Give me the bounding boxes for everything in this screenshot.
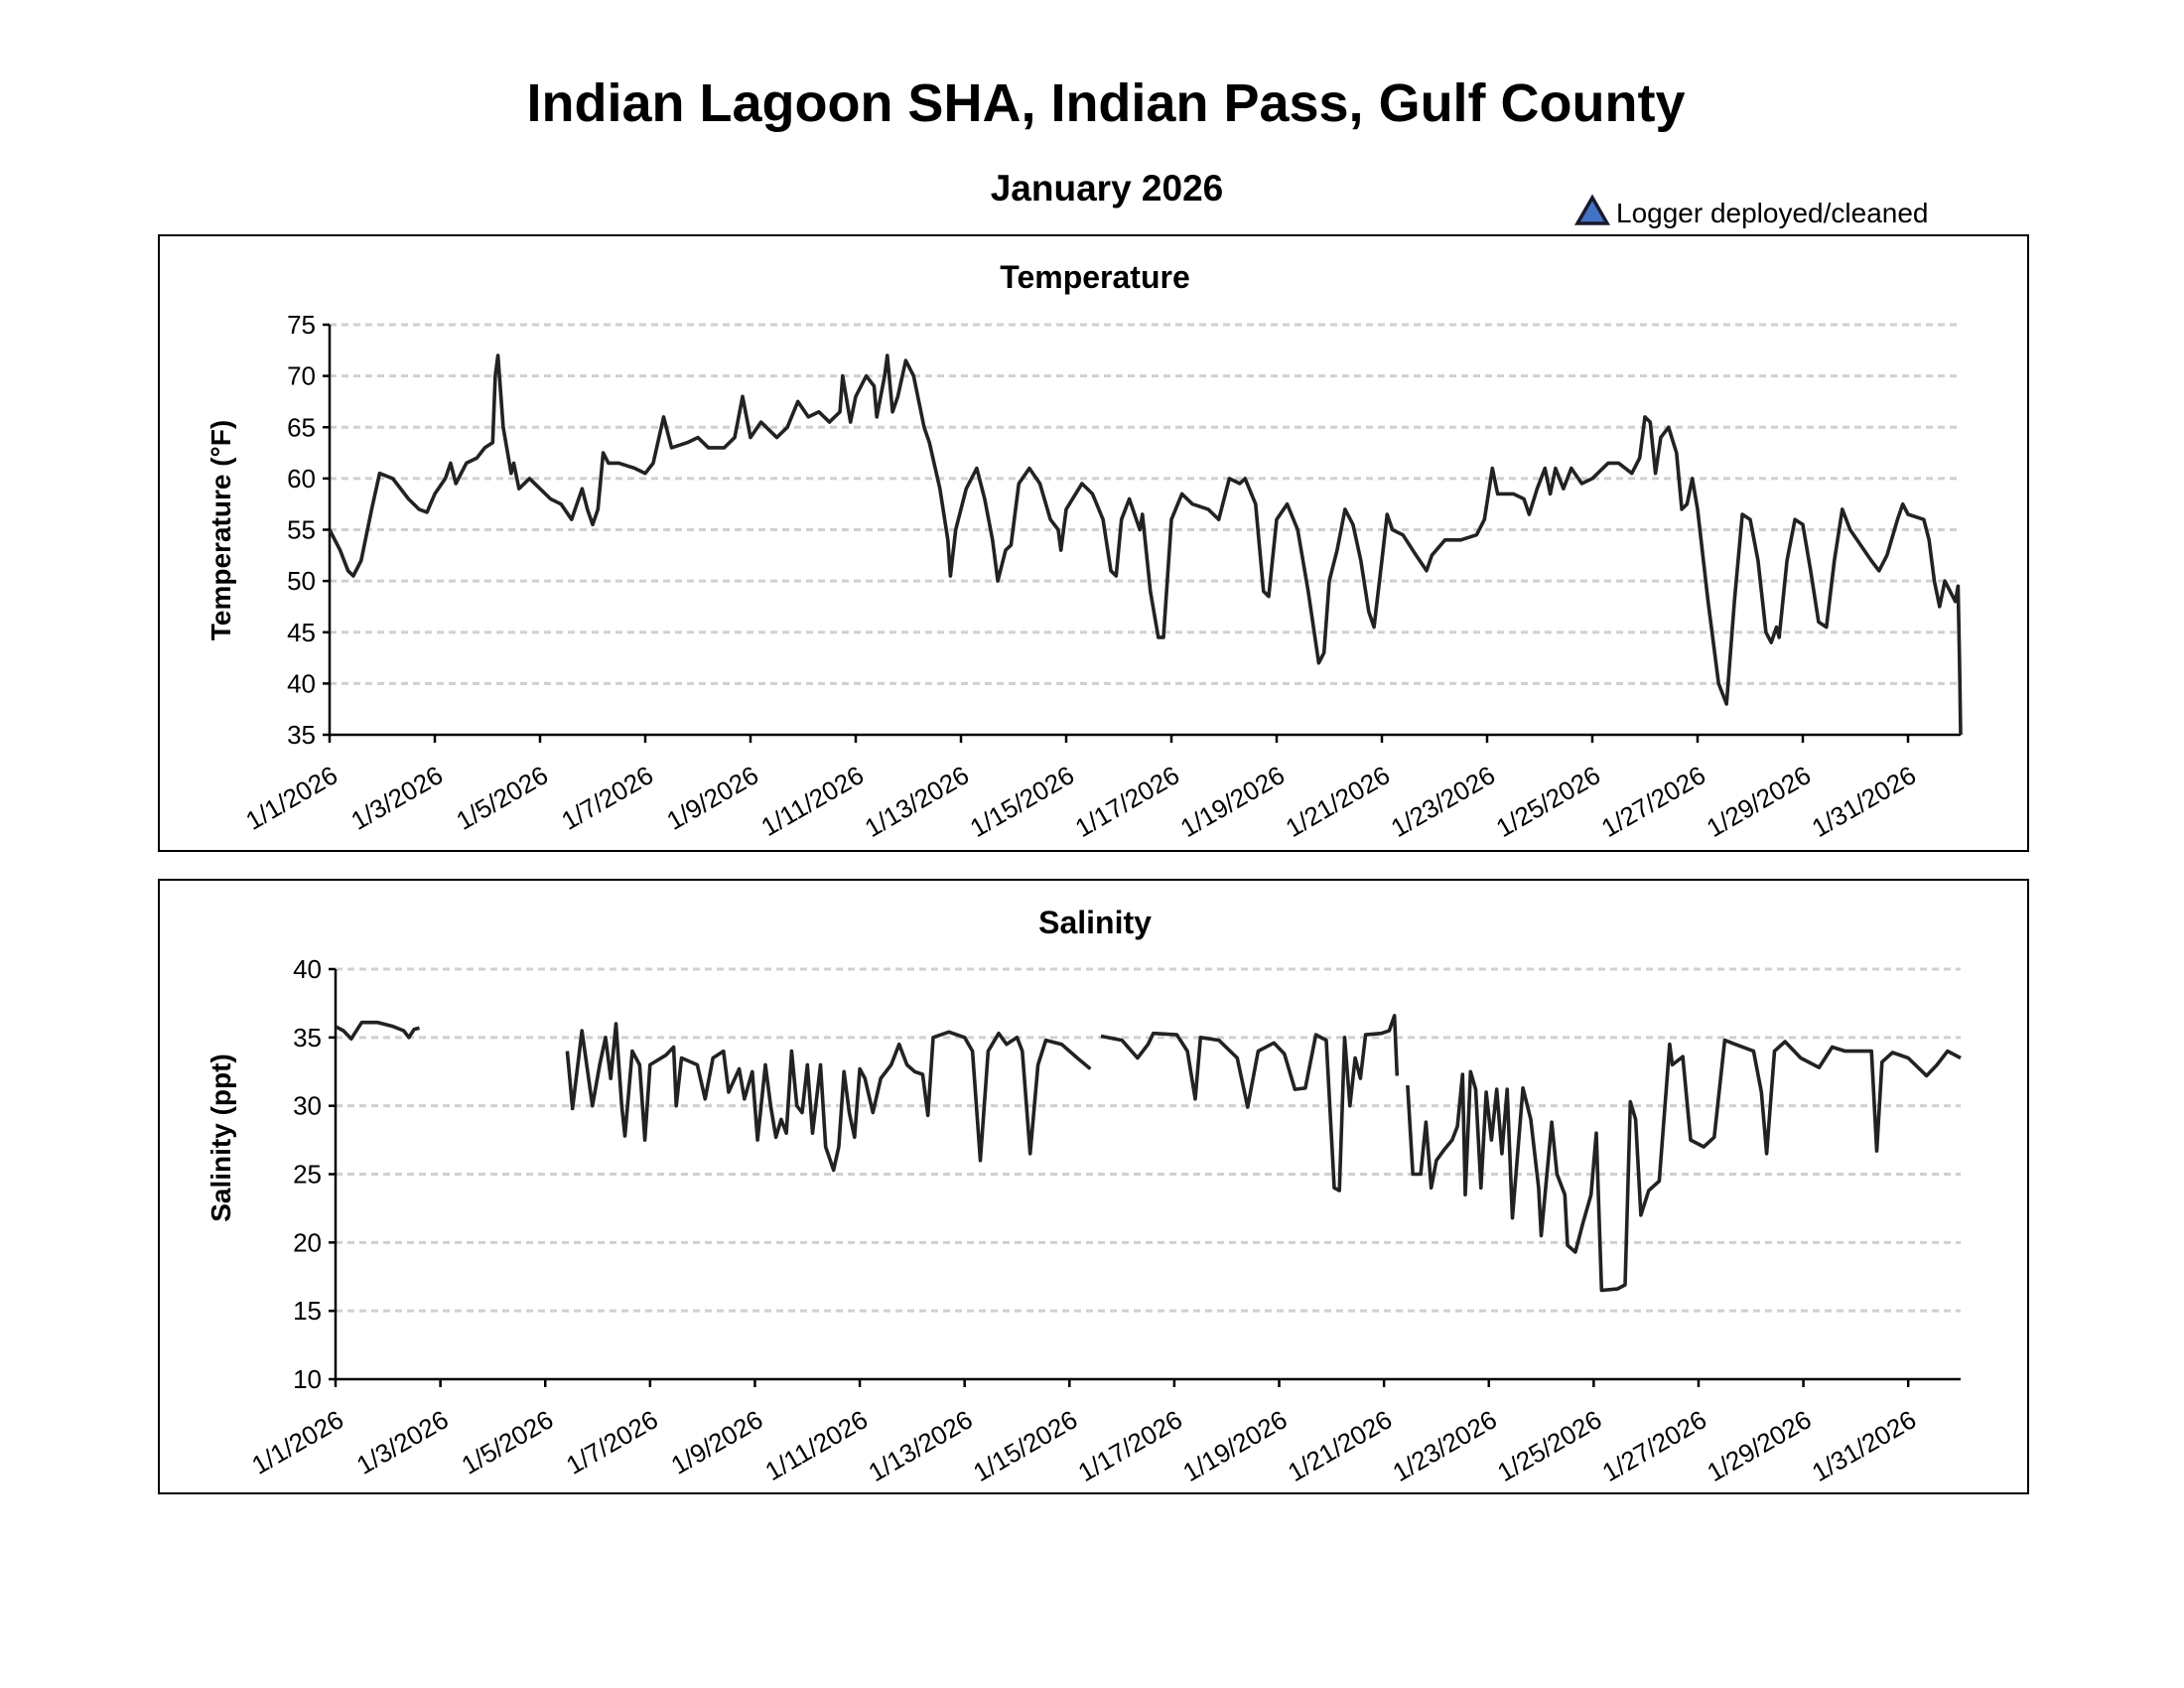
temperature-y-tick-label: 35	[287, 720, 316, 750]
salinity-chart-title: Salinity	[1038, 905, 1152, 940]
temperature-y-tick-label: 55	[287, 515, 316, 545]
temperature-chart-title: Temperature	[1000, 259, 1189, 295]
temperature-y-tick-label: 45	[287, 618, 316, 647]
temperature-y-tick-label: 50	[287, 566, 316, 596]
temperature-y-axis-title: Temperature (°F)	[205, 420, 236, 640]
salinity-y-tick-label: 40	[293, 954, 322, 984]
temperature-y-tick-label: 70	[287, 361, 316, 391]
salinity-chart-frame	[158, 879, 2029, 1494]
temperature-chart: Temperature Temperature (°F) 35 40 45 50 55 6…	[158, 234, 2029, 852]
salinity-y-tick-label: 10	[293, 1364, 322, 1394]
salinity-series-line	[335, 1020, 420, 1041]
report-subtitle: January 2026	[991, 168, 1224, 209]
temperature-y-tick-label: 75	[287, 310, 316, 340]
salinity-series-line	[565, 1022, 1092, 1173]
temperature-chart-frame	[158, 234, 2029, 852]
temperature-y-tick-label: 60	[287, 464, 316, 493]
salinity-series-line	[1406, 1038, 1962, 1293]
salinity-series-line	[1100, 1014, 1400, 1193]
temperature-y-tick-label: 40	[287, 668, 316, 698]
temperature-series-line	[328, 353, 1963, 736]
salinity-y-tick-label: 35	[293, 1023, 322, 1053]
salinity-y-tick-label: 30	[293, 1091, 322, 1121]
salinity-y-tick-label: 20	[293, 1227, 322, 1257]
salinity-y-axis-title: Salinity (ppt)	[205, 1054, 236, 1222]
report-title: Indian Lagoon SHA, Indian Pass, Gulf Cou…	[526, 73, 1685, 133]
legend: Logger deployed/cleaned	[1573, 194, 1928, 228]
salinity-chart: Salinity Salinity (ppt) 101520253035401/…	[158, 879, 2029, 1494]
temperature-y-tick-label: 65	[287, 412, 316, 442]
salinity-y-tick-label: 15	[293, 1296, 322, 1326]
triangle-marker-icon	[1573, 194, 1611, 225]
salinity-y-tick-label: 25	[293, 1160, 322, 1190]
legend-label: Logger deployed/cleaned	[1616, 198, 1928, 228]
